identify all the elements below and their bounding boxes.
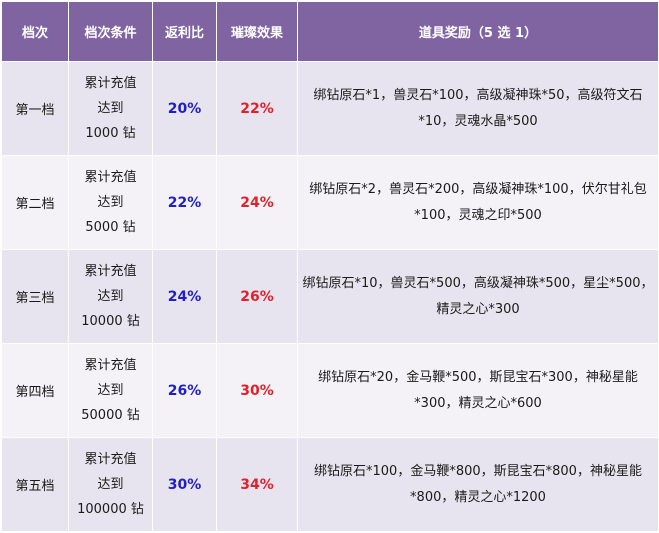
condition-cell: 累计充值 达到 50000 钻 bbox=[68, 343, 153, 438]
condition-line: 100000 钻 bbox=[77, 502, 144, 517]
header-items: 道具奖励（5 选 1） bbox=[297, 1, 659, 62]
rebate-cell: 24% bbox=[152, 249, 217, 344]
condition-cell: 累计充值 达到 10000 钻 bbox=[68, 249, 153, 344]
effect-cell: 30% bbox=[216, 343, 298, 438]
condition-line: 累计充值 bbox=[84, 170, 137, 185]
rebate-cell: 22% bbox=[152, 155, 217, 250]
condition-line: 达到 bbox=[97, 101, 124, 116]
header-effect: 璀璨效果 bbox=[216, 1, 298, 62]
condition-line: 达到 bbox=[97, 289, 124, 304]
table-row: 第四档 累计充值 达到 50000 钻 26% 30% 绑钻原石*20，金马鞭*… bbox=[1, 343, 659, 438]
rebate-cell: 20% bbox=[152, 61, 217, 156]
tier-cell: 第三档 bbox=[1, 249, 69, 344]
rebate-cell: 26% bbox=[152, 343, 217, 438]
condition-line: 达到 bbox=[97, 383, 124, 398]
items-cell: 绑钻原石*1，兽灵石*100，高级凝神珠*50，高级符文石*10，灵魂水晶*50… bbox=[297, 61, 659, 156]
tier-cell: 第二档 bbox=[1, 155, 69, 250]
condition-line: 1000 钻 bbox=[85, 126, 136, 141]
condition-line: 累计充值 bbox=[84, 264, 137, 279]
effect-cell: 22% bbox=[216, 61, 298, 156]
rebate-cell: 30% bbox=[152, 437, 217, 532]
condition-line: 50000 钻 bbox=[81, 408, 140, 423]
items-cell: 绑钻原石*2，兽灵石*200，高级凝神珠*100，伏尔甘礼包*100，灵魂之印*… bbox=[297, 155, 659, 250]
items-cell: 绑钻原石*100，金马鞭*800，斯昆宝石*800，神秘星能*800，精灵之心*… bbox=[297, 437, 659, 532]
table-row: 第二档 累计充值 达到 5000 钻 22% 24% 绑钻原石*2，兽灵石*20… bbox=[1, 155, 659, 250]
condition-cell: 累计充值 达到 100000 钻 bbox=[68, 437, 153, 532]
condition-line: 达到 bbox=[97, 195, 124, 210]
header-row: 档次 档次条件 返利比 璀璨效果 道具奖励（5 选 1） bbox=[1, 1, 659, 62]
effect-cell: 34% bbox=[216, 437, 298, 532]
table-row: 第五档 累计充值 达到 100000 钻 30% 34% 绑钻原石*100，金马… bbox=[1, 437, 659, 532]
header-rebate: 返利比 bbox=[152, 1, 217, 62]
condition-line: 累计充值 bbox=[84, 76, 137, 91]
items-cell: 绑钻原石*20，金马鞭*500，斯昆宝石*300，神秘星能*300，精灵之心*6… bbox=[297, 343, 659, 438]
tier-cell: 第一档 bbox=[1, 61, 69, 156]
condition-cell: 累计充值 达到 5000 钻 bbox=[68, 155, 153, 250]
condition-cell: 累计充值 达到 1000 钻 bbox=[68, 61, 153, 156]
tier-cell: 第五档 bbox=[1, 437, 69, 532]
tier-cell: 第四档 bbox=[1, 343, 69, 438]
table-row: 第一档 累计充值 达到 1000 钻 20% 22% 绑钻原石*1，兽灵石*10… bbox=[1, 61, 659, 156]
effect-cell: 24% bbox=[216, 155, 298, 250]
table-row: 第三档 累计充值 达到 10000 钻 24% 26% 绑钻原石*10，兽灵石*… bbox=[1, 249, 659, 344]
condition-line: 达到 bbox=[97, 477, 124, 492]
header-condition: 档次条件 bbox=[68, 1, 153, 62]
items-cell: 绑钻原石*10，兽灵石*500，高级凝神珠*500，星尘*500，精灵之心*30… bbox=[297, 249, 659, 344]
condition-line: 5000 钻 bbox=[85, 220, 136, 235]
condition-line: 10000 钻 bbox=[81, 314, 140, 329]
header-tier: 档次 bbox=[1, 1, 69, 62]
condition-line: 累计充值 bbox=[84, 452, 137, 467]
condition-line: 累计充值 bbox=[84, 358, 137, 373]
effect-cell: 26% bbox=[216, 249, 298, 344]
